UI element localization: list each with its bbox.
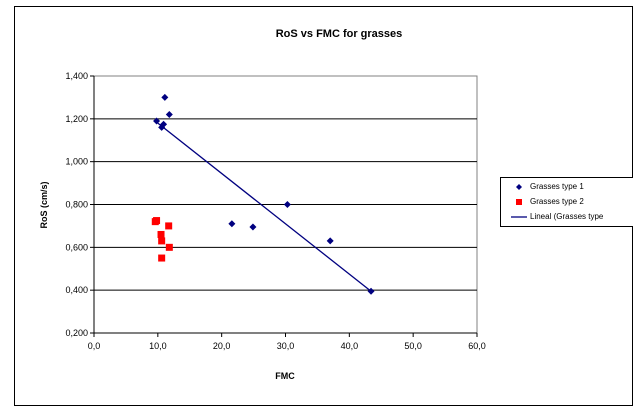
data-point-type-1 bbox=[326, 237, 334, 245]
diamond-marker-icon bbox=[516, 184, 522, 190]
axis-ticks: 0,200 0,400 0,600 0,800 1,000 1,200 1,400 0,0 10… bbox=[65, 71, 485, 351]
data-point-type-2 bbox=[158, 237, 166, 245]
data-point-type-1 bbox=[367, 287, 375, 295]
data-point-type-2 bbox=[158, 254, 166, 262]
data-point-type-2 bbox=[165, 243, 173, 251]
data-point-type-1 bbox=[165, 111, 173, 119]
chart-title: RoS vs FMC for grasses bbox=[276, 28, 403, 40]
scatter-chart: RoS vs FMC for grasses 0,2000,4000,6000,… bbox=[39, 28, 486, 381]
data-series bbox=[151, 93, 375, 295]
data-point-type-1 bbox=[249, 223, 257, 231]
y-tick-label: 0,200 bbox=[65, 328, 88, 338]
trendline bbox=[157, 122, 372, 292]
y-tick-label: 1,200 bbox=[65, 114, 88, 124]
x-axis-label: FMC bbox=[275, 371, 295, 381]
data-point-type-2 bbox=[153, 217, 161, 225]
line-marker-icon bbox=[511, 216, 527, 218]
x-tick-label: 40,0 bbox=[341, 341, 359, 351]
data-point-type-1 bbox=[283, 201, 291, 208]
square-marker-icon bbox=[516, 199, 522, 205]
y-tick-label: 0,400 bbox=[65, 285, 88, 295]
data-point-type-1 bbox=[160, 120, 168, 128]
legend-label: Grasses type 2 bbox=[530, 197, 584, 206]
x-tick-label: 50,0 bbox=[404, 341, 422, 351]
x-tick-label: 30,0 bbox=[277, 341, 295, 351]
x-tick-label: 0,0 bbox=[88, 341, 101, 351]
legend-label: Lineal (Grasses type bbox=[530, 212, 604, 221]
y-tick-label: 0,600 bbox=[65, 242, 88, 252]
y-axis-label: RoS (cm/s) bbox=[39, 181, 49, 228]
y-tick-label: 1,000 bbox=[65, 157, 88, 167]
data-point-type-2 bbox=[165, 222, 173, 230]
y-tick-label: 0,800 bbox=[65, 200, 88, 210]
legend: Grasses type 1 Grasses type 2 Lineal (Gr… bbox=[500, 177, 633, 227]
y-tick-label: 1,400 bbox=[65, 71, 88, 81]
data-point-type-1 bbox=[153, 117, 161, 125]
legend-label: Grasses type 1 bbox=[530, 182, 584, 191]
x-tick-label: 20,0 bbox=[213, 341, 231, 351]
data-point-type-2 bbox=[157, 230, 165, 238]
data-point-type-1 bbox=[161, 93, 169, 101]
data-point-type-1 bbox=[228, 220, 236, 228]
x-tick-label: 60,0 bbox=[468, 341, 486, 351]
x-tick-label: 10,0 bbox=[149, 341, 167, 351]
